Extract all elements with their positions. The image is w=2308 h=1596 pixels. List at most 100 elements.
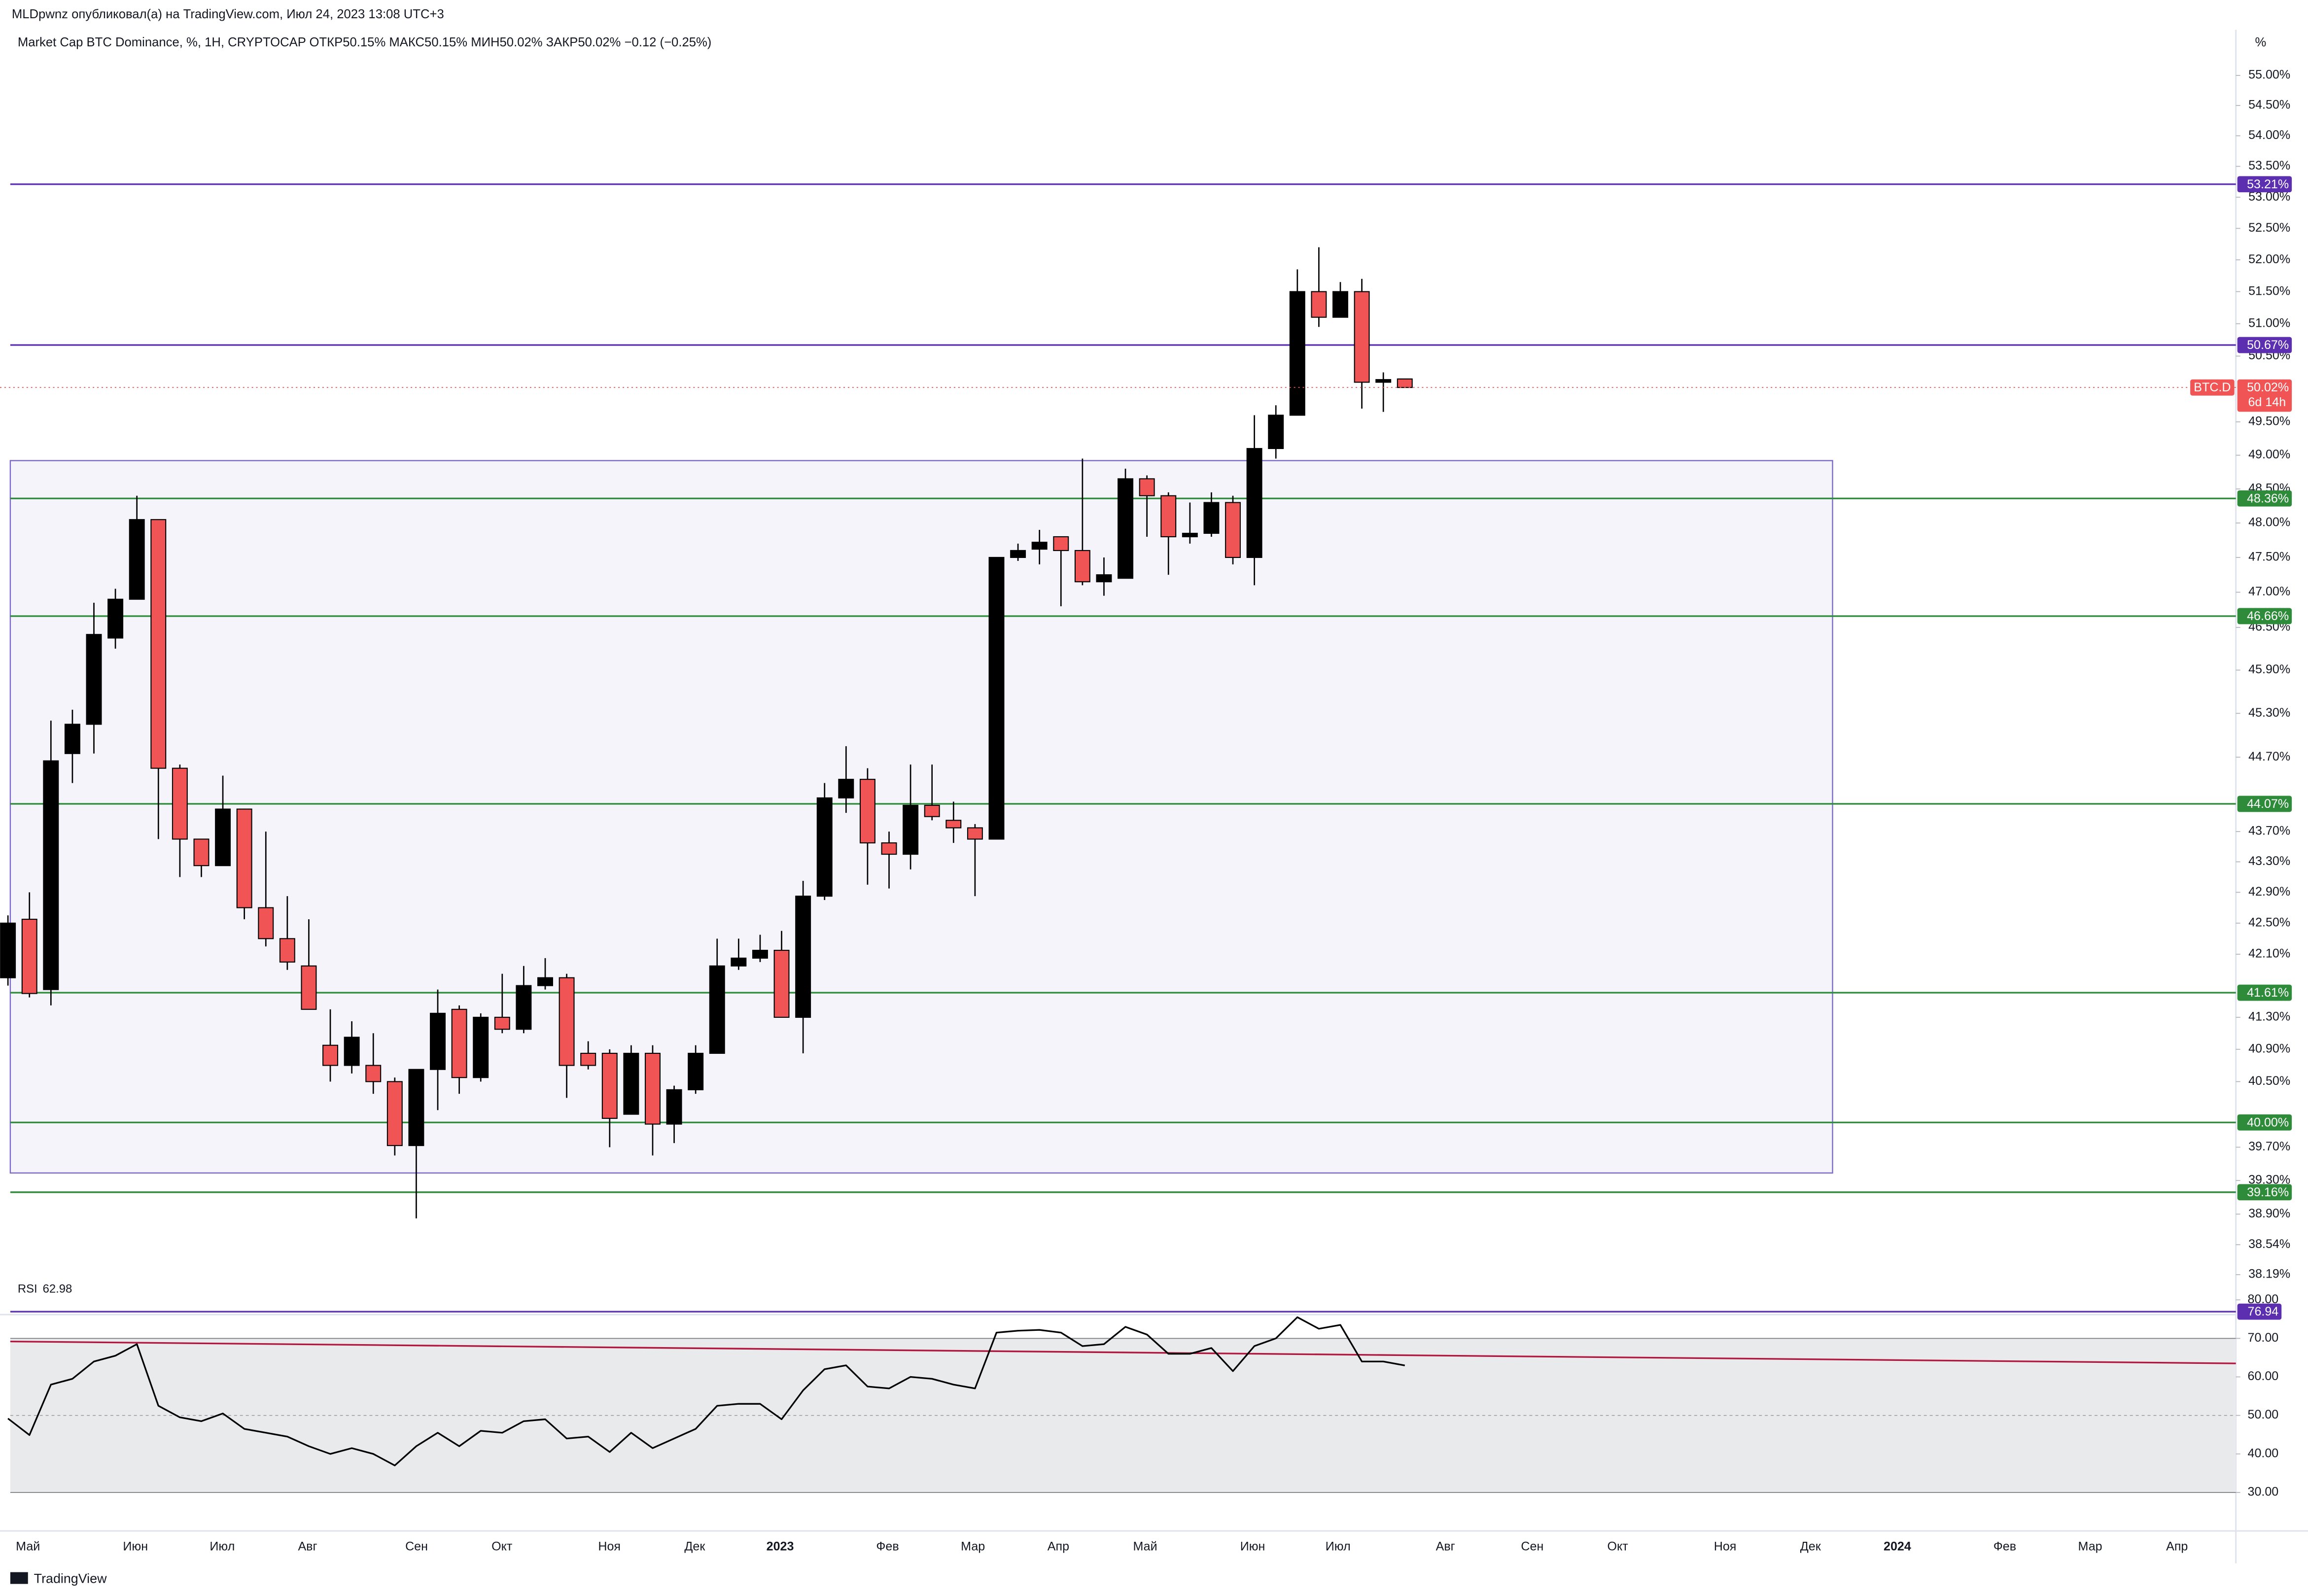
y-tick-label: 54.00% (2248, 128, 2290, 142)
y-tick-label: 49.50% (2248, 414, 2290, 428)
candle-body (1397, 378, 1413, 388)
candle-body (172, 767, 188, 840)
x-tick-label: Июл (1326, 1539, 1351, 1553)
candle-body (881, 842, 897, 855)
x-tick-label: Фев (1993, 1539, 2016, 1553)
x-tick-label: Май (16, 1539, 40, 1553)
x-tick-label: Ноя (1714, 1539, 1737, 1553)
level-label-bg (2237, 984, 2292, 1001)
x-tick-label: Окт (491, 1539, 513, 1553)
candle-body (1375, 379, 1392, 383)
candle-body (1074, 550, 1090, 583)
level-label: 48.36% (2247, 491, 2289, 505)
axis-unit: % (2255, 35, 2267, 49)
rsi-y-tick-label: 40.00 (2248, 1446, 2279, 1460)
candle-body (1118, 478, 1134, 579)
candle-body (988, 556, 1005, 840)
y-tick-label: 43.70% (2248, 824, 2290, 838)
candle-body (666, 1089, 682, 1125)
candle-body (1031, 542, 1048, 550)
x-tick-label: Ноя (598, 1539, 621, 1553)
x-tick-label: Апр (1048, 1539, 1069, 1553)
candle-body (945, 820, 962, 829)
x-tick-label: Май (1133, 1539, 1157, 1553)
candle-body (365, 1065, 382, 1082)
x-tick-label: Мар (961, 1539, 985, 1553)
level-label-bg (2237, 1184, 2292, 1201)
candle-body (688, 1052, 704, 1090)
symbol-bg (2190, 379, 2235, 396)
y-tick-label: 48.00% (2248, 516, 2290, 529)
candle-body (1160, 495, 1177, 538)
level-label: 53.21% (2247, 177, 2289, 191)
x-tick-label: Апр (2166, 1539, 2188, 1553)
y-tick-label: 45.30% (2248, 706, 2290, 720)
rsi-trend-line (10, 1340, 2236, 1364)
countdown: 6d 14h (2248, 395, 2286, 409)
candle-body (838, 779, 854, 798)
candle-body (924, 804, 940, 817)
candle-body (601, 1052, 618, 1119)
rsi-y-tick-label: 50.00 (2248, 1408, 2279, 1422)
candle-body (1268, 415, 1284, 450)
candle-body (215, 808, 231, 867)
candle-body (623, 1052, 639, 1115)
x-tick-label: Фев (876, 1539, 899, 1553)
candle-body (451, 1008, 467, 1078)
candle-body (1139, 478, 1155, 496)
level-label-bg (2237, 176, 2292, 193)
symbol-line: Market Cap BTC Dominance, %, 1H, CRYPTOC… (18, 35, 712, 49)
candle-body (903, 804, 919, 855)
logo (10, 1572, 28, 1584)
candle-body (967, 827, 983, 840)
level-label: 44.07% (2247, 797, 2289, 811)
level-label-bg (2237, 337, 2292, 353)
x-tick-label: Мар (2078, 1539, 2102, 1553)
candle-body (193, 838, 210, 867)
x-tick-label: Окт (1607, 1539, 1628, 1553)
y-tick-label: 54.50% (2248, 98, 2290, 112)
y-tick-label: 42.90% (2248, 885, 2290, 899)
y-tick-label: 41.30% (2248, 1010, 2290, 1024)
candle-body (795, 896, 811, 1018)
candle-body (279, 938, 295, 963)
rsi-y-tick-label: 60.00 (2248, 1369, 2279, 1383)
candle-body (516, 985, 532, 1030)
candle-body (1225, 502, 1241, 558)
candle-body (236, 808, 252, 908)
level-label: 46.66% (2247, 609, 2289, 623)
candle-body (731, 957, 747, 967)
candle-body (537, 977, 553, 986)
x-tick-label: Авг (298, 1539, 317, 1553)
candle-body (1354, 291, 1370, 383)
candle-body (1096, 574, 1112, 583)
y-tick-label: 42.10% (2248, 947, 2290, 961)
y-tick-label: 38.19% (2248, 1267, 2290, 1281)
candle-body (1010, 550, 1026, 558)
candle-body (709, 965, 725, 1054)
x-tick-label: Сен (405, 1539, 428, 1553)
candle-body (473, 1016, 489, 1078)
price-label-bg (2237, 379, 2292, 412)
y-tick-label: 52.50% (2248, 221, 2290, 235)
x-tick-label: Июн (1240, 1539, 1265, 1553)
y-tick-label: 53.50% (2248, 159, 2290, 173)
candle-body (64, 724, 80, 754)
candle-body (1332, 291, 1348, 318)
candle-body (816, 797, 833, 897)
candle-body (150, 519, 167, 769)
candle-body (645, 1052, 661, 1125)
level-label: 40.00% (2247, 1115, 2289, 1129)
rsi-y-tick-label: 70.00 (2248, 1331, 2279, 1345)
candle-body (1182, 532, 1198, 538)
candle-body (301, 965, 317, 1010)
candle-body (1203, 502, 1220, 534)
y-tick-label: 52.00% (2248, 252, 2290, 266)
y-tick-label: 43.30% (2248, 854, 2290, 868)
y-tick-label: 51.50% (2248, 284, 2290, 298)
y-tick-label: 44.70% (2248, 750, 2290, 763)
x-tick-label: Дек (684, 1539, 705, 1553)
rsi-level-label: 76.94 (2248, 1305, 2279, 1318)
